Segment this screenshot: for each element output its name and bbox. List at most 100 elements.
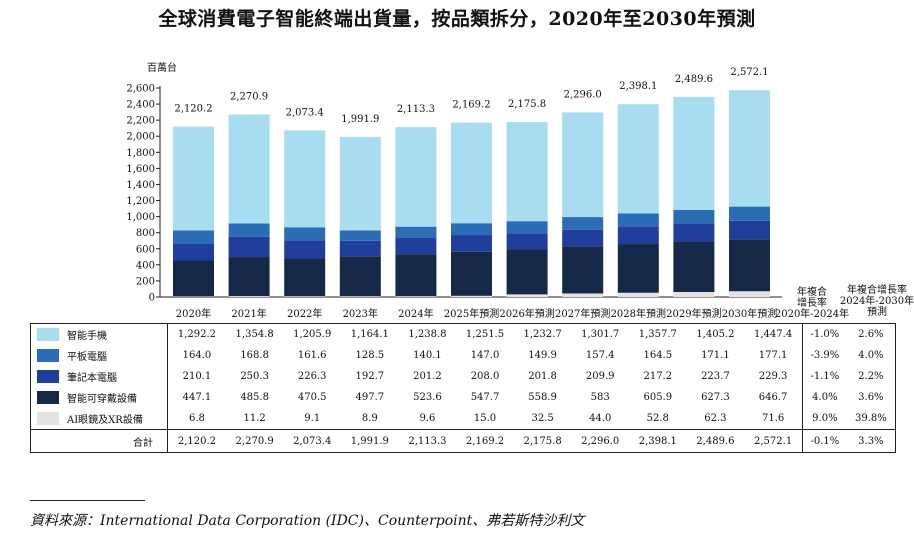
- cagr-cell: -0.1%: [802, 429, 847, 453]
- total-cell: 2,572.1: [744, 429, 803, 453]
- x-tick-label: 2030年預測: [722, 307, 777, 320]
- data-cell: 164.0: [182, 350, 212, 362]
- bar-total-label: 2,175.8: [508, 99, 546, 110]
- bar-segment: [339, 240, 381, 257]
- bar-total-label: 2,572.1: [730, 67, 768, 78]
- data-cell: 209.9: [585, 371, 615, 383]
- legend-swatch: [37, 328, 59, 342]
- data-cell: 1,357.7: [638, 329, 677, 341]
- data-cell: 217.2: [643, 371, 673, 383]
- bar-segment: [173, 230, 214, 244]
- data-cell: 250.3: [240, 371, 269, 383]
- bar-segment: [729, 90, 770, 207]
- data-cell: 161.6: [297, 350, 327, 362]
- y-tick-label: 200: [136, 276, 155, 287]
- data-cell: 229.3: [758, 371, 788, 383]
- bar-segment: [228, 223, 270, 237]
- bar-segment: [228, 236, 270, 258]
- bar-segment: [395, 226, 437, 238]
- bar-segment: [673, 241, 715, 292]
- bar-segment: [451, 251, 492, 296]
- data-cell: 15.0: [473, 413, 497, 425]
- stacked-bar-chart: 百萬台 0 200 400 600 800 1,000 1,200 1,400 1,600 1,80…: [126, 61, 914, 320]
- data-cell: 128.5: [355, 350, 385, 362]
- legend-label: AI眼鏡及XR設備: [67, 415, 143, 427]
- bar-segment: [562, 229, 604, 247]
- cagr-header-2024-2030: 年複合增長率: [847, 283, 907, 296]
- total-cell: 2,113.3: [398, 429, 457, 453]
- bar-segment: [562, 293, 604, 297]
- cagr-cell: 9.0%: [802, 408, 847, 430]
- table-row: 智能可穿戴設備 447.1 485.8 470.5 497.7 523.6 547.7 558…: [30, 387, 896, 409]
- data-cell: 201.2: [413, 371, 442, 383]
- data-table: 智能手機 1,292.2 1,354.8 1,205.9 1,164.1 1,238.8 1…: [30, 323, 896, 453]
- bar-segment: [339, 230, 381, 241]
- x-tick-label: 2021年: [231, 307, 266, 320]
- data-cell: 52.8: [646, 413, 669, 425]
- data-cell: 1,292.2: [177, 329, 216, 341]
- bar-segment: [228, 296, 270, 297]
- cagr-header-2024-2030: 2024年-2030年: [840, 294, 914, 307]
- data-cell: 11.2: [243, 413, 266, 425]
- data-cell: 605.9: [643, 392, 673, 404]
- data-cell: 140.1: [413, 350, 442, 362]
- data-cell: 1,447.4: [754, 329, 793, 341]
- bar-total-label: 2,489.6: [675, 74, 713, 85]
- bar-segment: [617, 292, 659, 297]
- series-label-cell: AI眼鏡及XR設備: [30, 408, 168, 430]
- data-cell: 523.6: [413, 392, 442, 404]
- data-cell: 547.7: [470, 392, 500, 404]
- bar-segment: [506, 294, 548, 297]
- data-cell: 583: [590, 392, 610, 404]
- cagr-cell: -1.0%: [802, 323, 847, 346]
- data-cell: 627.3: [701, 392, 730, 404]
- bar-segment: [339, 296, 381, 297]
- bar-segment: [451, 295, 492, 297]
- bar-total-label: 2,169.2: [452, 100, 490, 111]
- bar-total-label: 2,120.2: [174, 104, 212, 115]
- y-tick-label: 1,800: [126, 148, 155, 159]
- data-cell: 1,251.5: [465, 329, 505, 341]
- bar-segment: [729, 291, 770, 297]
- bar-segment: [506, 233, 548, 250]
- data-cell: 223.7: [701, 371, 730, 383]
- total-cell: 2,120.2: [167, 429, 226, 453]
- cagr-cell: 2.2%: [858, 371, 884, 383]
- total-cell: 2,270.9: [225, 429, 284, 453]
- series-label-cell: 筆記本電腦: [30, 366, 168, 388]
- data-cell: 9.1: [304, 413, 321, 425]
- data-cell: 8.9: [361, 413, 378, 425]
- y-tick-label: 2,200: [126, 116, 155, 127]
- data-cell: 1,238.8: [408, 329, 447, 341]
- x-tick-label: 2028年預測: [611, 307, 666, 320]
- data-cell: 177.1: [758, 350, 788, 362]
- bar-segment: [562, 217, 604, 230]
- data-cell: 1,354.8: [235, 329, 274, 341]
- bar-segment: [729, 239, 770, 292]
- bar-segment: [228, 257, 270, 297]
- bar-segment: [228, 114, 270, 224]
- data-cell: 71.6: [761, 413, 785, 425]
- data-cell: 646.7: [758, 392, 788, 404]
- table-total-row: 合計 2,120.2 2,270.9 2,073.4 1,991.9 2,113.3 2,1…: [30, 429, 896, 453]
- x-tick-label: 2026年預測: [499, 307, 554, 320]
- table-row: AI眼鏡及XR設備 6.8 11.2 9.1 8.9 9.6 15.0 32.5 44.0 52.…: [30, 408, 896, 430]
- total-cell: 2,489.6: [686, 429, 745, 453]
- bar-segment: [506, 249, 548, 295]
- total-cell: 2,398.1: [629, 429, 687, 453]
- y-tick-label: 2,000: [126, 132, 155, 143]
- data-cell: 485.8: [240, 392, 269, 404]
- bar-segment: [339, 256, 381, 297]
- x-tick-label: 2022年: [287, 307, 322, 320]
- bar-segment: [673, 96, 715, 210]
- y-tick-label: 1,400: [126, 180, 155, 191]
- total-cell: 2,169.2: [456, 429, 514, 453]
- total-cell: 1,991.9: [341, 429, 399, 453]
- cagr-cell: -1.1%: [802, 366, 847, 388]
- y-tick-label: 1,000: [126, 212, 155, 223]
- data-cell: 1,232.7: [523, 329, 562, 341]
- cagr-cell: 3.6%: [858, 392, 884, 404]
- cagr-cell: 3.3%: [846, 429, 896, 453]
- bar-segment: [395, 254, 437, 297]
- bar-segment: [562, 112, 604, 218]
